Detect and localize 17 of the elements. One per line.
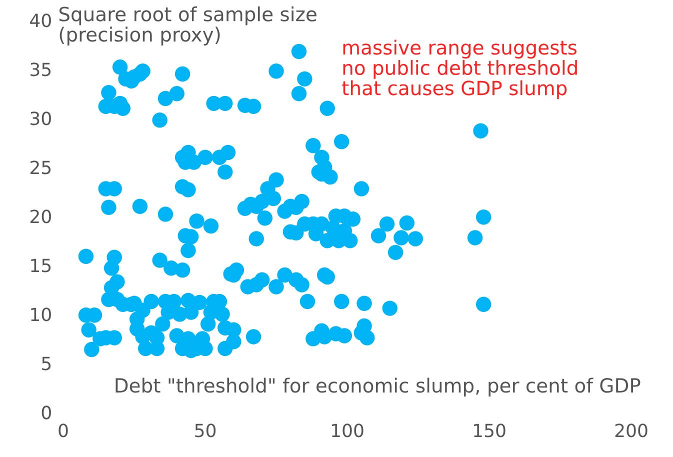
y-tick-label: 20 [30,210,51,224]
x-tick-label: 150 [474,424,506,438]
y-tick-label: 0 [42,406,51,420]
y-tick-label: 35 [30,62,51,76]
annotation: massive range suggests no public debt threshold that causes GDP slump [342,40,577,100]
y-tick-label: 5 [42,356,51,370]
y-tick-label: 40 [30,14,51,28]
y-tick-label: 30 [30,112,51,126]
x-tick-label: 0 [58,424,68,438]
y-tick-label: 10 [31,308,51,322]
x-tick-label: 100 [332,424,364,438]
x-tick-label: 50 [195,424,216,438]
y-axis-title: Square root of sample size (precision proxy) [59,6,316,46]
y-tick-label: 25 [30,160,51,174]
x-axis-title: Debt "threshold" for economic slump, per cent of GDP [116,378,640,397]
x-tick-label: 200 [615,424,648,438]
y-tick-label: 15 [31,258,51,272]
